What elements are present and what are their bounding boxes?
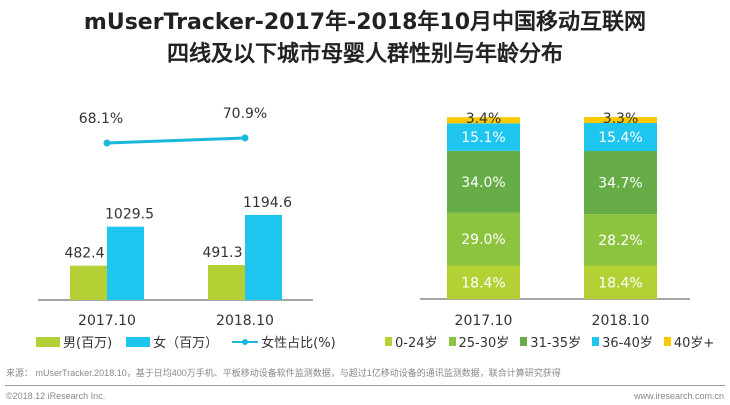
chart-title-line1: mUserTracker-2017年-2018年10月中国移动互联网 xyxy=(83,10,647,35)
x-tick-label: 2018.10 xyxy=(216,313,274,329)
legend-item: 36-40岁 xyxy=(592,332,653,351)
footer-divider xyxy=(5,385,725,386)
legend-item: 女（百万） xyxy=(126,332,218,351)
segment-label: 28.2% xyxy=(598,233,642,249)
segment-label: 34.7% xyxy=(598,176,642,192)
legend-swatch xyxy=(663,337,671,346)
legend-label: 36-40岁 xyxy=(602,336,653,351)
copyright: ©2018.12 iResearch Inc. xyxy=(6,391,106,401)
legend-item: 40岁+ xyxy=(663,332,715,351)
female-ratio-label: 68.1% xyxy=(79,111,123,127)
legend-right: 0-24岁 25-30岁 31-35岁 36-40岁 40岁+ xyxy=(385,332,725,351)
x-tick-label: 2017.10 xyxy=(455,313,513,329)
stacked-segment xyxy=(584,151,657,215)
legend-label: 25-30岁 xyxy=(458,336,510,351)
chart-title-line2: 四线及以下城市母婴人群性别与年龄分布 xyxy=(166,42,563,67)
legend-label: 女（百万） xyxy=(153,336,219,351)
legend-label: 男(百万) xyxy=(63,336,113,351)
female-ratio-label: 70.9% xyxy=(223,106,267,122)
segment-label: 15.4% xyxy=(598,130,642,146)
segment-label: 29.0% xyxy=(461,232,505,248)
legend-swatch xyxy=(385,337,392,346)
bar-female xyxy=(107,226,144,300)
segment-label: 15.1% xyxy=(461,130,505,146)
legend-label: 31-35岁 xyxy=(530,336,582,351)
stacked-segment xyxy=(447,117,520,124)
bar-value-label: 482.4 xyxy=(64,246,104,262)
legend-swatch xyxy=(592,337,600,346)
female-ratio-line xyxy=(106,136,246,145)
legend-line-swatch xyxy=(232,338,259,345)
legend-item: 25-30岁 xyxy=(448,332,510,351)
legend-swatch xyxy=(36,336,60,347)
stacked-segment xyxy=(584,214,657,266)
female-ratio-point xyxy=(103,139,111,147)
legend-item: 31-35岁 xyxy=(520,332,581,351)
bar-male xyxy=(70,265,107,300)
x-tick-label: 2018.10 xyxy=(592,313,650,329)
segment-label: 3.4% xyxy=(466,111,502,127)
stacked-segment xyxy=(584,123,657,152)
legend-swatch xyxy=(448,337,456,346)
segment-label: 3.3% xyxy=(603,111,639,127)
stacked-segment xyxy=(447,212,520,266)
bar-value-label: 1029.5 xyxy=(105,207,154,223)
stacked-segment xyxy=(447,150,520,213)
stacked-segment xyxy=(584,117,657,124)
legend-item: 男(百万) xyxy=(36,332,112,351)
segment-label: 18.4% xyxy=(461,275,505,291)
stacked-segment xyxy=(584,265,657,299)
legend-left: 男(百万) 女（百万） 女性占比(%) xyxy=(36,332,336,351)
legend-label: 0-24岁 xyxy=(395,336,438,351)
female-ratio-point xyxy=(241,134,249,142)
legend-swatch xyxy=(126,336,151,347)
segment-label: 18.4% xyxy=(598,275,642,291)
bar-female xyxy=(245,214,282,300)
legend-item: 0-24岁 xyxy=(385,332,438,351)
x-tick-label: 2017.10 xyxy=(78,313,136,329)
bar-male xyxy=(208,265,245,300)
segment-label: 34.0% xyxy=(461,175,505,191)
stacked-segment xyxy=(447,123,520,151)
legend-label: 40岁+ xyxy=(673,336,715,351)
bar-value-label: 1194.6 xyxy=(243,195,292,211)
source-note: 来源： mUserTracker.2018.10，基于日均400万手机、平板移动… xyxy=(6,368,561,378)
website: www.iresearch.com.cn xyxy=(633,391,724,401)
legend-swatch xyxy=(520,337,528,346)
bar-value-label: 491.3 xyxy=(202,245,242,261)
legend-item: 女性占比(%) xyxy=(232,332,336,351)
legend-label: 女性占比(%) xyxy=(261,336,336,351)
stacked-segment xyxy=(447,265,520,299)
